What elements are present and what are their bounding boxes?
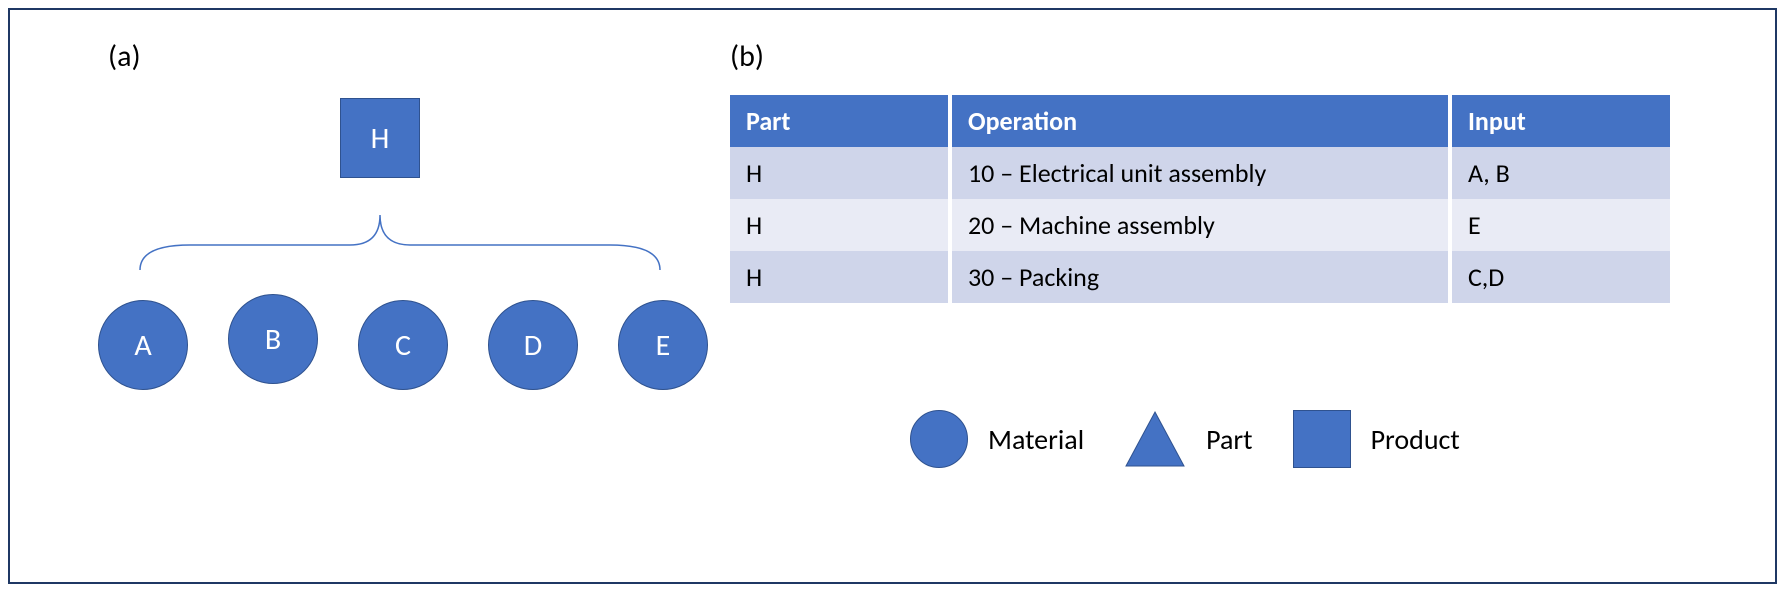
cell-operation: 10 – Electrical unit assembly <box>950 147 1450 199</box>
cell-part: H <box>730 251 950 303</box>
material-label: A <box>134 327 151 364</box>
material-node-d: D <box>488 300 578 390</box>
legend-label: Part <box>1206 422 1252 457</box>
operations-table: Part Operation Input H 10 – Electrical u… <box>730 95 1670 303</box>
product-node-label: H <box>371 120 390 157</box>
material-node-e: E <box>618 300 708 390</box>
material-node-b: B <box>228 294 318 384</box>
material-node-a: A <box>98 300 188 390</box>
cell-operation: 20 – Machine assembly <box>950 199 1450 251</box>
table-row: H 20 – Machine assembly E <box>730 199 1670 251</box>
cell-part: H <box>730 199 950 251</box>
product-node: H <box>340 98 420 178</box>
col-header-part: Part <box>730 95 950 147</box>
cell-input: A, B <box>1450 147 1670 199</box>
legend-item-material: Material <box>910 410 1084 468</box>
panel-a-label: (a) <box>108 38 141 75</box>
figure-frame: (a) H A B C D E (b) Part Operation <box>8 8 1777 584</box>
legend-item-part: Part <box>1124 410 1252 468</box>
legend-item-product: Product <box>1293 410 1460 468</box>
table-row: H 10 – Electrical unit assembly A, B <box>730 147 1670 199</box>
material-label: E <box>656 327 671 364</box>
legend: Material Part Product <box>910 410 1460 468</box>
panel-b-label: (b) <box>730 38 764 75</box>
tree-brace <box>110 205 690 285</box>
cell-operation: 30 – Packing <box>950 251 1450 303</box>
legend-label: Material <box>988 422 1084 457</box>
cell-part: H <box>730 147 950 199</box>
material-label: D <box>524 327 542 364</box>
col-header-operation: Operation <box>950 95 1450 147</box>
material-label: C <box>395 327 411 364</box>
col-header-input: Input <box>1450 95 1670 147</box>
triangle-icon <box>1124 410 1186 468</box>
legend-label: Product <box>1371 422 1460 457</box>
cell-input: C,D <box>1450 251 1670 303</box>
square-icon <box>1293 410 1351 468</box>
table-header-row: Part Operation Input <box>730 95 1670 147</box>
material-node-c: C <box>358 300 448 390</box>
material-label: B <box>265 321 281 358</box>
cell-input: E <box>1450 199 1670 251</box>
table-row: H 30 – Packing C,D <box>730 251 1670 303</box>
circle-icon <box>910 410 968 468</box>
